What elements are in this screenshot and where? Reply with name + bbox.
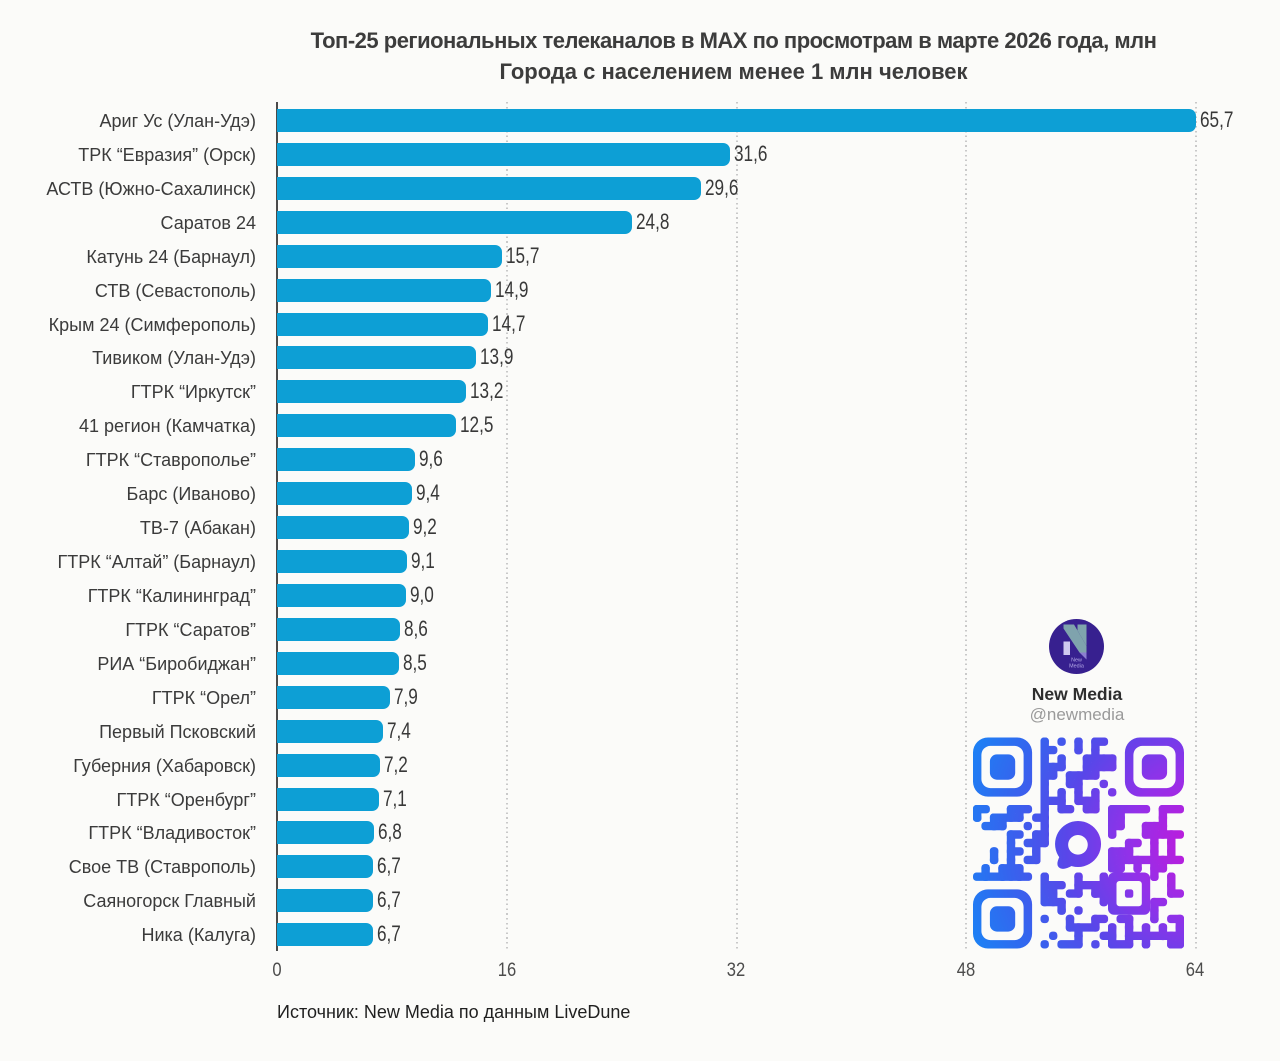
svg-text:New: New [1071, 658, 1082, 664]
svg-text:Media: Media [1069, 664, 1084, 670]
